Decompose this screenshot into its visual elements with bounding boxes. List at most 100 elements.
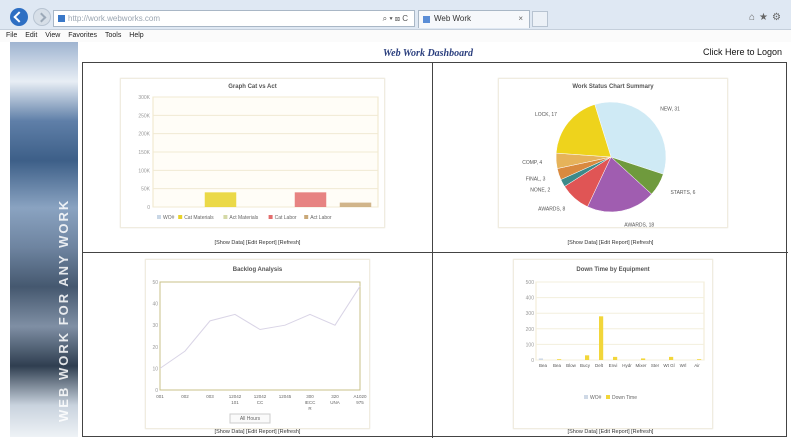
y-tick-label: 10: [152, 366, 158, 372]
x-tick-label: 001: [156, 394, 164, 399]
bar: [585, 355, 590, 360]
bar: [599, 316, 604, 360]
work-status-svg: NEW, 31 STARTS, 6 AWARDS, 18 AWARDS, 8 NONE,…: [522, 101, 696, 229]
menu-bar: File Edit View Favorites Tools Help: [0, 30, 791, 42]
legend-label: All Hours: [240, 416, 261, 422]
x-tick-label: Air: [694, 363, 700, 368]
menu-item-help[interactable]: Help: [129, 32, 144, 39]
y-tick-label: 500: [526, 280, 535, 286]
back-button[interactable]: [10, 8, 28, 26]
legend-label: WO#: [163, 215, 175, 221]
plot-area: [159, 281, 361, 391]
x-tick-label: Mixer: [636, 363, 648, 368]
x-tick-label: 002: [181, 394, 189, 399]
y-tick-label: 100: [526, 342, 535, 348]
panel-links[interactable]: [Show Data] [Edit Report] [Refresh]: [214, 240, 301, 246]
chart-title: Work Status Chart Summary: [572, 84, 654, 90]
panel-cat-vs-act: Graph Cat vs Act 300K 250K 200K 150K 100K 50K…: [83, 63, 433, 253]
legend-swatch: [178, 215, 183, 219]
legend-swatch: [304, 215, 309, 219]
y-tick-label: 40: [152, 302, 158, 308]
panel-links[interactable]: [Show Data] [Edit Report] [Refresh]: [214, 429, 301, 435]
y-tick-label: 200: [526, 327, 535, 333]
x-tick-label: 003: [206, 394, 214, 399]
x-tick-label: Delt: [595, 363, 604, 368]
down-time-svg: 500 400 300 200 100 0 Bea Bea Blow Bucy Delt Envi Hy…: [526, 280, 705, 401]
menu-item-tools[interactable]: Tools: [105, 32, 122, 39]
address-actions-icon[interactable]: ⌕ ▾ ⊠ C: [382, 14, 408, 23]
legend-label: Act Labor: [310, 215, 332, 221]
x-tick-label: CC: [257, 400, 264, 405]
browser-tab[interactable]: Web Work ×: [418, 10, 530, 28]
legend-label: Down Time: [612, 395, 637, 401]
x-tick-label: 975: [356, 400, 364, 405]
chart-work-status: Work Status Chart Summary NEW, 31 STARTS,…: [498, 78, 728, 229]
cat-vs-act-svg: 300K 250K 200K 150K 100K 50K 0 WO# Cat Materials…: [138, 95, 379, 221]
close-icon[interactable]: ×: [518, 14, 523, 23]
y-tick-label: 150K: [138, 150, 150, 156]
dashboard-grid: Graph Cat vs Act 300K 250K 200K 150K 100K 50K…: [82, 62, 788, 438]
y-tick-label: 100K: [138, 168, 150, 174]
bar: [538, 358, 543, 360]
bar: [339, 202, 372, 207]
chart-title: Down Time by Equipment: [576, 267, 650, 273]
bar: [613, 356, 618, 360]
forward-button[interactable]: [33, 8, 51, 26]
panel-links[interactable]: [Show Data] [Edit Report] [Refresh]: [567, 429, 654, 435]
browser-toolbar: http://work.webworks.com ⌕ ▾ ⊠ C Web Wor…: [0, 0, 791, 30]
pie-label: NEW, 31: [660, 107, 680, 113]
new-tab-button[interactable]: [532, 11, 548, 27]
bar: [294, 192, 327, 207]
chart-cat-vs-act: Graph Cat vs Act 300K 250K 200K 150K 100K 50K…: [120, 78, 385, 228]
address-bar[interactable]: http://work.webworks.com ⌕ ▾ ⊠ C: [53, 10, 415, 27]
pie-label: COMP, 4: [522, 160, 542, 166]
y-tick-label: 0: [531, 358, 534, 364]
x-tick-label: IECC: [305, 400, 317, 405]
y-tick-label: 300: [526, 311, 535, 317]
bar: [641, 358, 646, 360]
window-icons[interactable]: ⌂★⚙: [749, 12, 785, 23]
address-text: http://work.webworks.com: [68, 14, 161, 23]
side-banner-image: WEB WORK FOR ANY WORK: [10, 42, 78, 437]
logon-link[interactable]: Click Here to Logon: [702, 47, 782, 57]
y-tick-label: 30: [152, 323, 158, 329]
y-tick-label: 400: [526, 296, 535, 302]
menu-item-favorites[interactable]: Favorites: [68, 32, 98, 39]
x-tick-label: Ster: [651, 363, 660, 368]
pie-label: STARTS, 6: [671, 190, 696, 196]
panel-links[interactable]: [Show Data] [Edit Report] [Refresh]: [567, 240, 654, 246]
x-tick-label: Bucy: [580, 363, 591, 368]
chart-title: Backlog Analysis: [232, 267, 283, 273]
pie-label: LOCK, 17: [535, 112, 557, 118]
bar: [557, 359, 562, 360]
legend-box: [229, 413, 271, 424]
menu-item-edit[interactable]: Edit: [25, 32, 38, 39]
x-tick-label: A1020: [353, 394, 367, 399]
panel-work-status: Work Status Chart Summary NEW, 31 STARTS,…: [433, 63, 788, 253]
plot-area: [535, 281, 705, 361]
menu-item-view[interactable]: View: [45, 32, 61, 39]
legend-label: WO#: [590, 395, 602, 401]
legend-swatch: [584, 395, 588, 399]
x-tick-label: 12042: [254, 394, 267, 399]
menu-item-file[interactable]: File: [6, 32, 18, 39]
x-tick-label: Envi: [609, 363, 618, 368]
x-tick-label: UNA: [330, 400, 340, 405]
x-tick-label: Blow: [566, 363, 577, 368]
bar: [669, 356, 674, 360]
x-tick-label: 12045: [279, 394, 292, 399]
legend-label: Cat Materials: [184, 215, 214, 221]
y-tick-label: 0: [155, 388, 158, 394]
x-tick-label: 12042: [229, 394, 242, 399]
bar: [697, 359, 702, 360]
legend-label: Act Materials: [229, 215, 258, 221]
chart-backlog: Backlog Analysis 50 40 30 20 10 0 001 002 003 120…: [145, 259, 370, 429]
legend-swatch: [268, 215, 273, 219]
y-tick-label: 20: [152, 345, 158, 351]
series-line: [159, 286, 361, 369]
panel-down-time: Down Time by Equipment 500 400 300 200 100 0 B…: [433, 253, 788, 438]
legend-swatch: [157, 215, 161, 219]
page-title: Web Work Dashboard: [383, 48, 474, 59]
y-tick-label: 200K: [138, 132, 150, 138]
